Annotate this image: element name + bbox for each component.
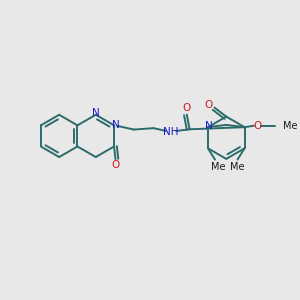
Text: O: O bbox=[253, 121, 261, 131]
Text: N: N bbox=[206, 121, 213, 131]
Text: O: O bbox=[204, 100, 212, 110]
Text: N: N bbox=[92, 108, 100, 118]
Text: NH: NH bbox=[163, 127, 178, 136]
Text: N: N bbox=[112, 120, 120, 130]
Text: O: O bbox=[183, 103, 191, 113]
Text: Me: Me bbox=[211, 162, 225, 172]
Text: Me: Me bbox=[283, 121, 298, 131]
Text: Me: Me bbox=[230, 162, 245, 172]
Text: O: O bbox=[111, 160, 120, 170]
